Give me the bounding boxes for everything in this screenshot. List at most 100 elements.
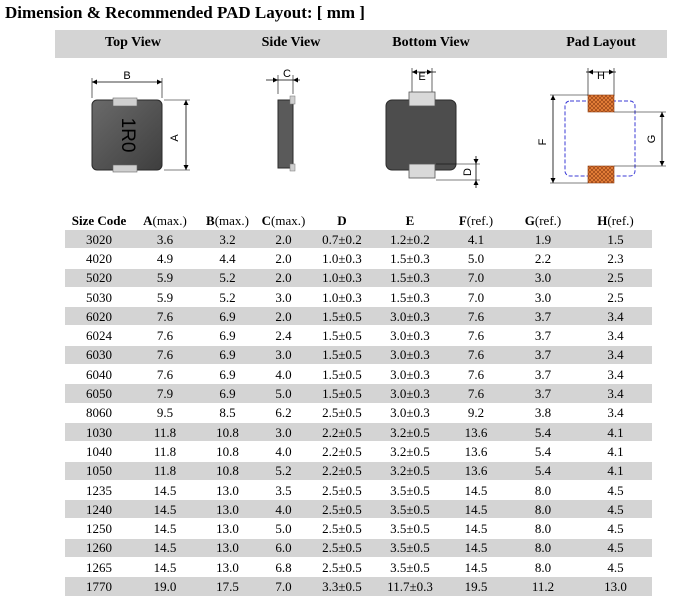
table-row: 6024 7.6 6.9 2.4 1.5±0.5 3.0±0.3 7.6 3.7 3.4 <box>65 325 652 346</box>
table-cell: 4.1 <box>579 441 652 462</box>
table-cell: 14.5 <box>445 518 507 539</box>
table-cell: 4.1 <box>579 422 652 442</box>
size-code-cell: 1260 <box>65 538 133 558</box>
table-cell: 13.0 <box>197 518 258 539</box>
table-cell: 11.8 <box>133 441 197 462</box>
top-dimension-b-label: B <box>123 70 130 82</box>
table-cell: 3.0 <box>258 287 309 307</box>
table-cell: 6.0 <box>258 538 309 558</box>
table-row: 1265 14.5 13.0 6.8 2.5±0.5 3.5±0.5 14.5 8.0 4.5 <box>65 557 652 577</box>
table-cell: 5.0 <box>258 518 309 539</box>
table-cell: 3.0±0.3 <box>375 383 445 404</box>
bottom-dimension-d-label: D <box>462 168 474 176</box>
table-cell: 19.5 <box>445 576 507 597</box>
table-cell: 3.2±0.5 <box>375 441 445 462</box>
table-cell: 1.5 <box>579 230 652 249</box>
table-header-row: Size Code A(max.) B(max.) C(max.) D E F(… <box>65 210 652 230</box>
table-cell: 4.5 <box>579 557 652 577</box>
table-cell: 13.6 <box>445 441 507 462</box>
table-cell: 14.5 <box>133 557 197 577</box>
table-cell: 7.6 <box>445 345 507 365</box>
table-cell: 3.5±0.5 <box>375 518 445 539</box>
table-cell: 14.5 <box>445 538 507 558</box>
table-cell: 6.8 <box>258 557 309 577</box>
table-cell: 3.4 <box>579 345 652 365</box>
table-cell: 4.0 <box>258 364 309 384</box>
table-cell: 9.2 <box>445 403 507 423</box>
table-cell: 4.1 <box>445 230 507 249</box>
size-code-cell: 1770 <box>65 576 133 597</box>
table-cell: 11.8 <box>133 461 197 481</box>
header-a: A(max.) <box>133 210 197 230</box>
table-cell: 4.4 <box>197 248 258 269</box>
table-cell: 6.9 <box>197 306 258 326</box>
table-cell: 11.8 <box>133 422 197 442</box>
table-row: 5030 5.9 5.2 3.0 1.0±0.3 1.5±0.3 7.0 3.0 2.5 <box>65 287 652 307</box>
dimension-table: Size Code A(max.) B(max.) C(max.) D E F(… <box>65 210 652 597</box>
table-cell: 0.7±0.2 <box>309 230 375 249</box>
table-cell: 8.0 <box>507 557 579 577</box>
table-cell: 3.7 <box>507 364 579 384</box>
pad-layout-heading: Pad Layout <box>566 35 636 50</box>
pad-dimension-g-label: G <box>646 135 658 144</box>
page-title: Dimension & Recommended PAD Layout: [ mm… <box>5 3 365 22</box>
table-cell: 2.5±0.5 <box>309 403 375 423</box>
table-cell: 2.5±0.5 <box>309 480 375 500</box>
table-cell: 1.9 <box>507 230 579 249</box>
header-b: B(max.) <box>197 210 258 230</box>
header-size-code: Size Code <box>65 210 133 230</box>
table-cell: 13.0 <box>197 480 258 500</box>
table-cell: 3.0 <box>258 422 309 442</box>
pad-dimension-h-label: H <box>597 70 605 82</box>
table-cell: 2.5 <box>579 268 652 288</box>
table-cell: 1.0±0.3 <box>309 287 375 307</box>
table-cell: 5.4 <box>507 461 579 481</box>
bottom-dimension-e-label: E <box>418 71 425 83</box>
table-cell: 7.0 <box>445 268 507 288</box>
table-cell: 5.4 <box>507 441 579 462</box>
top-dimension-a-label: A <box>169 134 181 142</box>
table-cell: 7.6 <box>133 325 197 346</box>
table-cell: 1.5±0.3 <box>375 287 445 307</box>
table-cell: 5.0 <box>445 248 507 269</box>
table-row: 1030 11.8 10.8 3.0 2.2±0.5 3.2±0.5 13.6 5.4 4.1 <box>65 422 652 442</box>
table-row: 3020 3.6 3.2 2.0 0.7±0.2 1.2±0.2 4.1 1.9 1.5 <box>65 230 652 249</box>
table-cell: 7.6 <box>445 306 507 326</box>
table-cell: 5.9 <box>133 268 197 288</box>
size-code-cell: 4020 <box>65 248 133 269</box>
table-row: 1260 14.5 13.0 6.0 2.5±0.5 3.5±0.5 14.5 8.0 4.5 <box>65 538 652 558</box>
table-cell: 2.2±0.5 <box>309 422 375 442</box>
table-row: 1040 11.8 10.8 4.0 2.2±0.5 3.2±0.5 13.6 5.4 4.1 <box>65 441 652 462</box>
table-cell: 7.0 <box>445 287 507 307</box>
table-row: 6050 7.9 6.9 5.0 1.5±0.5 3.0±0.3 7.6 3.7 3.4 <box>65 383 652 404</box>
table-cell: 6.9 <box>197 345 258 365</box>
header-c: C(max.) <box>258 210 309 230</box>
table-cell: 3.2 <box>197 230 258 249</box>
bottom-view-heading: Bottom View <box>392 35 470 50</box>
table-body: 3020 3.6 3.2 2.0 0.7±0.2 1.2±0.2 4.1 1.9 1.5 4020… <box>65 230 652 597</box>
size-code-cell: 6024 <box>65 325 133 346</box>
table-cell: 6.2 <box>258 403 309 423</box>
table-cell: 4.9 <box>133 248 197 269</box>
size-code-cell: 6020 <box>65 306 133 326</box>
table-cell: 4.0 <box>258 441 309 462</box>
views-header-band: Top View Side View Bottom View Pad Layou… <box>55 30 667 58</box>
table-cell: 2.2 <box>507 248 579 269</box>
table-cell: 3.7 <box>507 383 579 404</box>
size-code-cell: 1050 <box>65 461 133 481</box>
table-cell: 1.5±0.5 <box>309 383 375 404</box>
table-cell: 8.0 <box>507 518 579 539</box>
table-cell: 1.5±0.5 <box>309 364 375 384</box>
table-cell: 10.8 <box>197 461 258 481</box>
table-row: 1050 11.8 10.8 5.2 2.2±0.5 3.2±0.5 13.6 5.4 4.1 <box>65 461 652 481</box>
pad-layout-diagram: H F G <box>537 68 666 184</box>
table-cell: 2.3 <box>579 248 652 269</box>
dimension-diagrams: B 1R0 A C E D <box>91 68 666 188</box>
table-cell: 7.6 <box>445 325 507 346</box>
table-cell: 2.4 <box>258 325 309 346</box>
table-cell: 3.4 <box>579 306 652 326</box>
table-cell: 13.0 <box>197 499 258 519</box>
table-cell: 2.5±0.5 <box>309 518 375 539</box>
table-cell: 3.0±0.3 <box>375 403 445 423</box>
table-cell: 19.0 <box>133 576 197 597</box>
